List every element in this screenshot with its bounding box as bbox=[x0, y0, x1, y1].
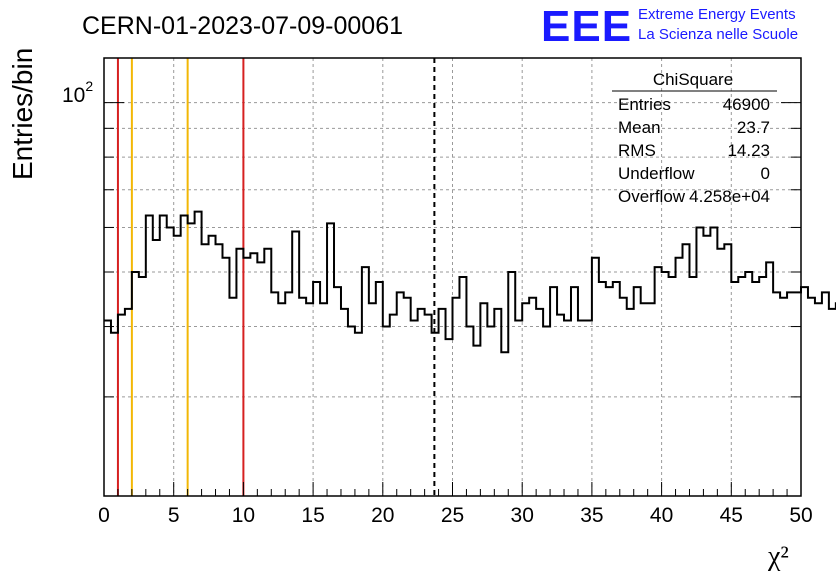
x-tick-label-20: 20 bbox=[371, 504, 394, 527]
stats-label-entries: Entries bbox=[618, 95, 671, 114]
reference-lines bbox=[116, 58, 436, 496]
y-tick-label-100: 102 bbox=[62, 78, 93, 107]
stats-value-rms: 14.23 bbox=[727, 141, 770, 160]
x-tick-label-45: 45 bbox=[720, 504, 743, 527]
stats-value-underflow: 0 bbox=[761, 164, 770, 183]
stats-value-mean: 23.7 bbox=[737, 118, 770, 137]
stats-label-underflow: Underflow bbox=[618, 164, 695, 183]
stats-label-overflow: Overflow bbox=[618, 187, 686, 206]
stats-box: ChiSquare Entries 46900 Mean 23.7 RMS 14.23 Un… bbox=[612, 70, 777, 206]
stats-label-rms: RMS bbox=[618, 141, 656, 160]
x-tick-label-10: 10 bbox=[232, 504, 255, 527]
y-tick-base: 10 bbox=[62, 84, 85, 107]
stats-rows: Entries 46900 Mean 23.7 RMS 14.23 Underflow 0 Ov… bbox=[618, 95, 770, 206]
histogram-series bbox=[104, 210, 836, 354]
eee-logo: EEE Extreme Energy Events La Scienza nel… bbox=[541, 2, 798, 51]
stats-value-overflow: 4.258e+04 bbox=[689, 187, 770, 206]
x-tick-label-50: 50 bbox=[789, 504, 812, 527]
stats-title: ChiSquare bbox=[653, 70, 733, 89]
logo-line-2: La Scienza nelle Scuole bbox=[638, 26, 798, 43]
x-axis: 0 5 10 15 20 25 30 35 40 45 50 bbox=[98, 482, 813, 527]
logo-mark: EEE bbox=[541, 2, 632, 51]
stats-value-entries: 46900 bbox=[723, 95, 770, 114]
stats-label-mean: Mean bbox=[618, 118, 661, 137]
y-axis-label: Entries/bin bbox=[7, 48, 38, 180]
logo-line-1: Extreme Energy Events bbox=[638, 6, 796, 23]
x-axis-label: χ² bbox=[767, 541, 789, 572]
x-tick-label-35: 35 bbox=[580, 504, 603, 527]
y-tick-exp: 2 bbox=[85, 78, 93, 94]
x-tick-label-5: 5 bbox=[168, 504, 180, 527]
y-axis: 102 bbox=[62, 78, 801, 497]
x-tick-label-15: 15 bbox=[301, 504, 324, 527]
x-tick-label-25: 25 bbox=[441, 504, 464, 527]
x-tick-label-40: 40 bbox=[650, 504, 673, 527]
x-tick-label-30: 30 bbox=[511, 504, 534, 527]
x-tick-label-0: 0 bbox=[98, 504, 110, 527]
run-title: CERN-01-2023-07-09-00061 bbox=[82, 12, 403, 40]
